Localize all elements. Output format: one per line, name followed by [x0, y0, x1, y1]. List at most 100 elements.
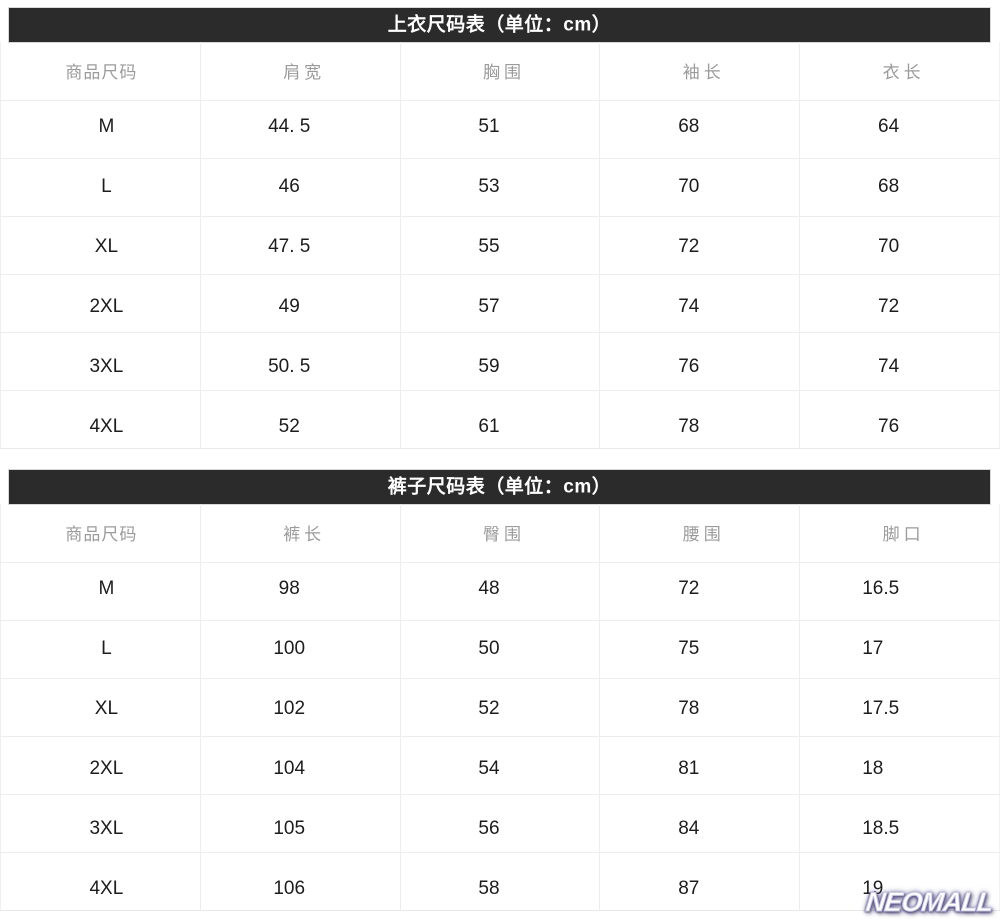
cell-shoulder: 50. 5: [200, 332, 401, 391]
pants-size-table-title-band: 裤子尺码表（单位：cm）: [9, 470, 990, 504]
pants-size-table-title: 裤子尺码表（单位：cm）: [387, 476, 612, 497]
table-row: 4XL 106 58 87 19: [0, 852, 1000, 911]
cell-size: M: [0, 562, 201, 621]
cell-bust: 59: [400, 332, 601, 391]
column-header-length-label: 衣长: [882, 63, 925, 83]
column-header-size: 商品尺码: [0, 504, 201, 563]
column-header-leg-opening-label: 脚口: [882, 525, 925, 545]
cell-length: 70: [799, 216, 1000, 275]
table-row: 4XL 52 61 78 76: [0, 390, 1000, 449]
column-header-leg-opening: 脚口: [799, 504, 1000, 563]
cell-size: L: [0, 158, 201, 217]
cell-length: 72: [799, 274, 1000, 333]
cell-sleeve: 76: [599, 332, 801, 391]
cell-waist: 72: [599, 562, 801, 621]
cell-bust: 51: [400, 100, 601, 159]
top-size-table-title-band: 上衣尺码表（单位：cm）: [9, 8, 990, 42]
column-header-size: 商品尺码: [0, 42, 201, 101]
cell-sleeve: 68: [599, 100, 801, 159]
cell-shoulder: 49: [200, 274, 401, 333]
top-size-table-grid: 商品尺码 肩宽 胸围 袖长 衣长 M 44. 5 51 68: [0, 42, 1000, 449]
cell-leg-opening: 16.5: [799, 562, 1000, 621]
table-row: M 98 48 72 16.5: [0, 562, 1000, 621]
table-row: XL 102 52 78 17.5: [0, 678, 1000, 737]
cell-bust: 53: [400, 158, 601, 217]
cell-leg-opening: 19: [799, 852, 1000, 911]
cell-size: 3XL: [0, 332, 201, 391]
cell-waist: 81: [599, 736, 801, 795]
cell-size: L: [0, 620, 201, 679]
cell-pants-length: 98: [200, 562, 401, 621]
top-size-table-title: 上衣尺码表（单位：cm）: [387, 14, 612, 35]
column-header-pants-length-label: 裤长: [283, 525, 326, 545]
cell-size: M: [0, 100, 201, 159]
cell-length: 68: [799, 158, 1000, 217]
cell-waist: 87: [599, 852, 801, 911]
cell-pants-length: 104: [200, 736, 401, 795]
cell-bust: 55: [400, 216, 601, 275]
column-header-size-label: 商品尺码: [65, 525, 138, 545]
cell-pants-length: 106: [200, 852, 401, 911]
table-row: 3XL 105 56 84 18.5: [0, 794, 1000, 853]
cell-hip: 52: [400, 678, 601, 737]
cell-leg-opening: 17.5: [799, 678, 1000, 737]
cell-sleeve: 72: [599, 216, 801, 275]
cell-hip: 58: [400, 852, 601, 911]
cell-waist: 78: [599, 678, 801, 737]
cell-hip: 56: [400, 794, 601, 853]
top-size-table: 上衣尺码表（单位：cm） 商品尺码 肩宽 胸围 袖长 衣长: [0, 8, 1000, 449]
cell-sleeve: 78: [599, 390, 801, 449]
cell-shoulder: 44. 5: [200, 100, 401, 159]
table-header-row: 商品尺码 裤长 臀围 腰围 脚口: [0, 504, 1000, 563]
cell-leg-opening: 17: [799, 620, 1000, 679]
cell-shoulder: 46: [200, 158, 401, 217]
column-header-size-label: 商品尺码: [65, 63, 138, 83]
cell-bust: 61: [400, 390, 601, 449]
cell-pants-length: 102: [200, 678, 401, 737]
cell-leg-opening: 18.5: [799, 794, 1000, 853]
column-header-length: 衣长: [799, 42, 1000, 101]
cell-shoulder: 47. 5: [200, 216, 401, 275]
table-row: 2XL 49 57 74 72: [0, 274, 1000, 333]
column-header-bust: 胸围: [400, 42, 601, 101]
cell-size: XL: [0, 216, 201, 275]
column-header-shoulder-label: 肩宽: [283, 63, 326, 83]
column-header-pants-length: 裤长: [200, 504, 401, 563]
column-header-shoulder: 肩宽: [200, 42, 401, 101]
cell-size: 4XL: [0, 852, 201, 911]
table-row: 3XL 50. 5 59 76 74: [0, 332, 1000, 391]
column-header-waist-label: 腰围: [682, 525, 725, 545]
cell-length: 74: [799, 332, 1000, 391]
cell-length: 64: [799, 100, 1000, 159]
cell-leg-opening: 18: [799, 736, 1000, 795]
cell-sleeve: 70: [599, 158, 801, 217]
column-header-sleeve: 袖长: [599, 42, 801, 101]
pants-size-table-grid: 商品尺码 裤长 臀围 腰围 脚口 M 98 48 72: [0, 504, 1000, 911]
cell-hip: 48: [400, 562, 601, 621]
cell-pants-length: 100: [200, 620, 401, 679]
cell-hip: 54: [400, 736, 601, 795]
cell-sleeve: 74: [599, 274, 801, 333]
pants-size-table: 裤子尺码表（单位：cm） 商品尺码 裤长 臀围 腰围 脚口: [0, 470, 1000, 911]
cell-waist: 75: [599, 620, 801, 679]
cell-pants-length: 105: [200, 794, 401, 853]
cell-shoulder: 52: [200, 390, 401, 449]
table-row: 2XL 104 54 81 18: [0, 736, 1000, 795]
column-header-waist: 腰围: [599, 504, 801, 563]
column-header-hip: 臀围: [400, 504, 601, 563]
cell-bust: 57: [400, 274, 601, 333]
cell-size: 3XL: [0, 794, 201, 853]
cell-size: XL: [0, 678, 201, 737]
cell-size: 2XL: [0, 736, 201, 795]
column-header-bust-label: 胸围: [482, 63, 525, 83]
table-row: XL 47. 5 55 72 70: [0, 216, 1000, 275]
table-row: L 46 53 70 68: [0, 158, 1000, 217]
cell-length: 76: [799, 390, 1000, 449]
cell-waist: 84: [599, 794, 801, 853]
column-header-sleeve-label: 袖长: [682, 63, 725, 83]
table-header-row: 商品尺码 肩宽 胸围 袖长 衣长: [0, 42, 1000, 101]
table-row: L 100 50 75 17: [0, 620, 1000, 679]
cell-size: 2XL: [0, 274, 201, 333]
cell-hip: 50: [400, 620, 601, 679]
